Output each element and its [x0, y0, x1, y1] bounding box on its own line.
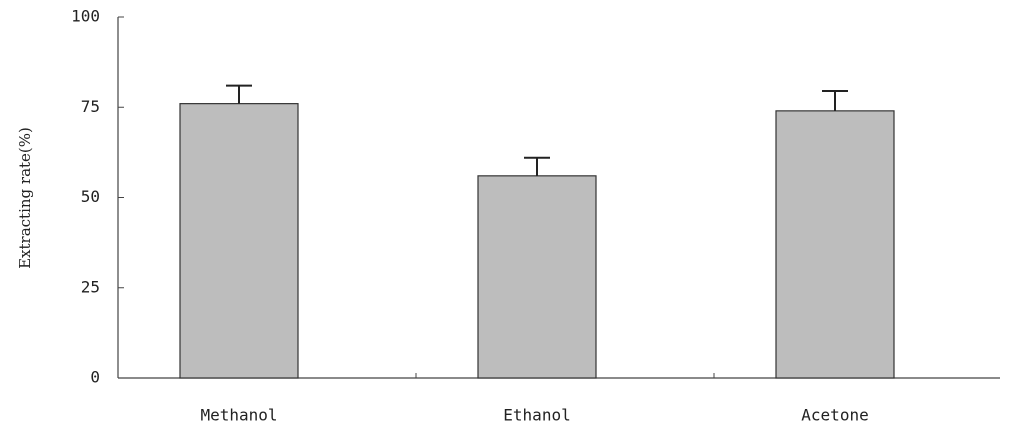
y-tick-label: 100 — [71, 7, 100, 26]
y-tick-label: 75 — [81, 97, 100, 116]
y-tick-label: 25 — [81, 277, 100, 296]
bar — [477, 175, 597, 379]
y-tick-label: 0 — [90, 368, 100, 387]
x-tick-label: Ethanol — [503, 406, 570, 425]
error-bar — [822, 90, 848, 111]
bar — [179, 103, 299, 379]
y-axis-label: Extracting rate(%) — [16, 127, 34, 269]
y-tick-label: 50 — [81, 187, 100, 206]
x-tick-label: Methanol — [200, 406, 277, 425]
error-bar — [226, 84, 252, 104]
error-bar — [524, 156, 550, 176]
x-tick-label: Acetone — [801, 406, 868, 425]
bar — [775, 110, 895, 379]
